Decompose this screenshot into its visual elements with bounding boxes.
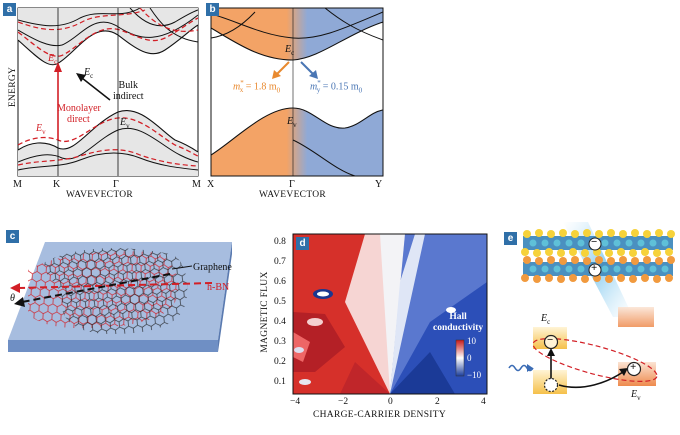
panel-e: e − + Ec Ev − + — [503, 222, 680, 430]
panel-a-xtick-k: K — [53, 179, 61, 190]
panel-d-ylabel: MAGNETIC FLUX — [260, 271, 270, 353]
ec-label-b: Ec — [285, 44, 295, 57]
ytick-0-4: 0.4 — [274, 317, 286, 327]
panel-a-tag: a — [3, 3, 16, 16]
ev-left-label: Ev — [36, 123, 46, 136]
monolayer-direct-label: Monolayer direct — [57, 103, 101, 125]
ec-top-label: Ec — [48, 53, 58, 66]
ytick-0-2: 0.2 — [274, 357, 286, 367]
mass-x-label: m*x = 1.8 m0 — [233, 79, 281, 95]
graphene-hbn-illustration — [8, 242, 232, 352]
legend-tick-10: 10 — [467, 336, 476, 346]
bulk-indirect-label: Bulk indirect — [113, 80, 144, 102]
ev-mid-label: Ev — [120, 117, 130, 130]
ev-label-e: Ev — [631, 389, 641, 402]
band-structure-a — [17, 7, 199, 177]
panel-b-xlabel: WAVEVECTOR — [259, 190, 327, 200]
top-layer-atoms — [521, 229, 675, 257]
panel-d: d MAGNETIC FLUX 0.8 0.7 0.6 0.5 0.4 0.3 … — [255, 222, 500, 430]
panel-c-tag: c — [6, 230, 19, 243]
legend-tick-neg10: −10 — [467, 370, 482, 380]
hall-conductivity-map — [292, 233, 488, 395]
ytick-0-8: 0.8 — [274, 237, 286, 247]
panel-b-tag: b — [206, 3, 219, 16]
ytick-0-6: 0.6 — [274, 277, 286, 287]
xtick-4: 4 — [481, 397, 486, 407]
bottom-layer-atoms — [521, 256, 675, 283]
legend-tick-0: 0 — [467, 353, 472, 363]
ytick-0-5: 0.5 — [274, 297, 286, 307]
xtick-0: 0 — [388, 397, 393, 407]
graphene-label: Graphene — [193, 262, 232, 273]
panel-b-xtick-gamma: Γ — [289, 179, 295, 190]
ytick-0-1: 0.1 — [274, 377, 286, 387]
band-structure-b — [210, 7, 384, 177]
panel-a-xlabel: WAVEVECTOR — [66, 190, 134, 200]
panel-c: c Graphene h-BN θ — [0, 222, 240, 422]
xtick-neg2: −2 — [338, 397, 349, 407]
layer-electron-symbol: − — [591, 236, 598, 248]
panel-b: b Ec Ev m*x = 1.8 m0 m*y = 0.15 m0 X Γ Y… — [205, 0, 385, 205]
exciton-illustration — [508, 222, 675, 394]
panel-d-xlabel: CHARGE-CARRIER DENSITY — [313, 410, 447, 420]
xtick-neg4: −4 — [290, 397, 301, 407]
panel-b-xtick-y: Y — [375, 179, 383, 190]
mass-y-label: m*y = 0.15 m0 — [310, 79, 363, 95]
ev-label-b: Ev — [287, 116, 297, 129]
layer-hole-symbol: + — [591, 262, 598, 274]
panel-d-tag: d — [296, 237, 309, 250]
hole-symbol: + — [630, 361, 637, 373]
panel-b-xtick-x: X — [207, 179, 215, 190]
ec-mid-label: Ec — [84, 67, 94, 80]
theta-label: θ — [10, 293, 15, 304]
panel-a-xtick-m1: M — [13, 179, 22, 190]
xtick-2: 2 — [435, 397, 440, 407]
panel-a: a ENERGY M K Γ M WAVEVECTOR Ec Ec Bulk in… — [0, 0, 205, 205]
electron-symbol: − — [547, 334, 554, 346]
hbn-label: h-BN — [207, 282, 230, 293]
ytick-0-7: 0.7 — [274, 257, 286, 267]
ec-label-e: Ec — [541, 313, 551, 326]
panel-a-xtick-gamma: Γ — [113, 179, 119, 190]
ytick-0-3: 0.3 — [274, 337, 286, 347]
legend-title: Hall conductivity — [433, 312, 484, 333]
panel-e-tag: e — [504, 232, 517, 245]
panel-a-xtick-m2: M — [192, 179, 201, 190]
panel-a-ylabel: ENERGY — [8, 66, 18, 108]
